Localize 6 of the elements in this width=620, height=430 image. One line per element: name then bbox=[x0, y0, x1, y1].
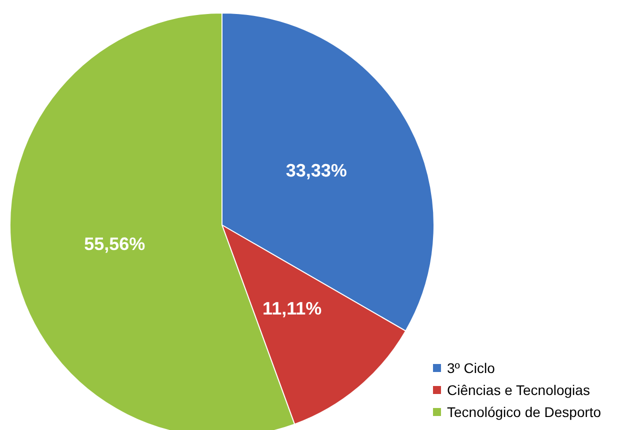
legend-label: Tecnológico de Desporto bbox=[447, 404, 602, 420]
legend-label: Ciências e Tecnologias bbox=[447, 382, 590, 398]
data-label: 55,56% bbox=[84, 234, 146, 254]
data-label: 33,33% bbox=[286, 160, 347, 180]
legend-label: 3º Ciclo bbox=[447, 360, 496, 376]
data-label: 11,11% bbox=[262, 298, 322, 318]
